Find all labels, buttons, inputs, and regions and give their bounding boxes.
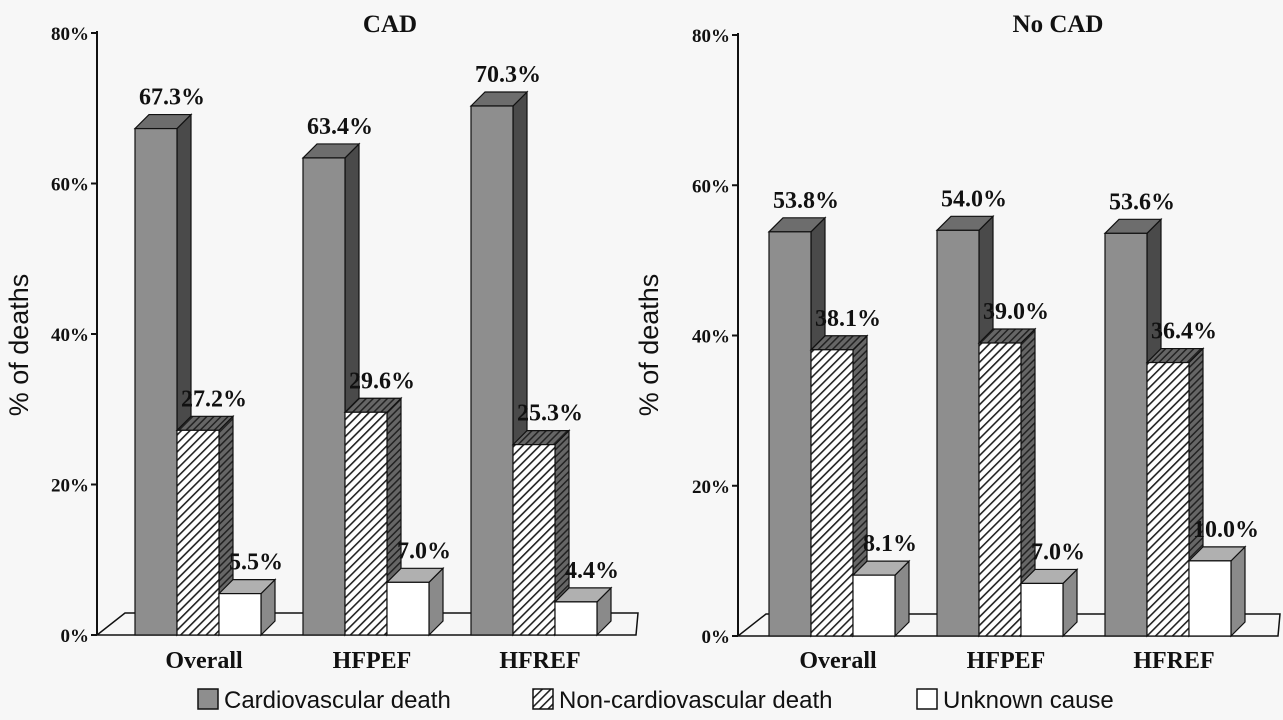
y-tick-label: 60% [51, 175, 89, 196]
bar-non-cardiovascular-hfpef [343, 396, 403, 637]
bar-non-cardiovascular-overall [175, 414, 235, 637]
y-tick-label: 80% [51, 24, 89, 45]
data-label: 53.6% [1109, 189, 1175, 215]
y-tick-label: 40% [692, 327, 730, 348]
legend-swatch-non-cardiovascular [532, 688, 554, 710]
x-tick-label: Overall [799, 648, 877, 674]
data-label: 70.3% [475, 62, 541, 88]
data-label: 29.6% [349, 368, 415, 394]
y-axis-label: % of deaths [4, 274, 34, 417]
panel-cad: 0% 20% 40% 60% 80% % of deaths CAD 67.3% 27.2% 5.… [4, 11, 639, 674]
data-label: 25.3% [517, 401, 583, 427]
data-label: 39.0% [983, 299, 1049, 325]
y-tick-label: 80% [692, 26, 730, 47]
data-label: 63.4% [307, 114, 373, 140]
x-tick-label: HFREF [499, 648, 580, 674]
data-label: 5.5% [229, 550, 283, 576]
data-label: 67.3% [139, 85, 205, 111]
x-tick-label: Overall [165, 648, 243, 674]
data-label: 4.4% [565, 558, 619, 584]
y-tick-label: 60% [692, 176, 730, 197]
x-tick-label: HFPEF [333, 648, 412, 674]
y-tick-label: 40% [51, 325, 89, 346]
panel-no-cad: 0% 20% 40% 60% 80% % of deaths No CAD 53.8% 38.1… [634, 11, 1281, 674]
legend-label-unknown: Unknown cause [943, 687, 1114, 714]
legend: Cardiovascular death Non-cardiovascular … [197, 687, 1114, 714]
y-axis-label: % of deaths [634, 274, 664, 417]
data-label: 38.1% [815, 306, 881, 332]
chart-floor [94, 612, 639, 636]
bar-unknown-hfpef [385, 566, 445, 637]
chart-title: No CAD [1013, 11, 1104, 38]
data-label: 36.4% [1151, 319, 1217, 345]
data-label: 7.0% [1031, 539, 1085, 565]
bar-unknown-hfref [553, 586, 613, 637]
chart-title: CAD [363, 11, 417, 38]
data-label: 27.2% [181, 386, 247, 412]
data-label: 7.0% [397, 538, 451, 564]
legend-swatch-unknown [916, 688, 938, 710]
data-label: 10.0% [1193, 517, 1259, 543]
bar-non-cardiovascular-hfref [511, 429, 571, 637]
y-tick-label: 20% [51, 476, 89, 497]
x-tick-label: HFREF [1133, 648, 1214, 674]
bar-unknown-hfref [1187, 545, 1247, 638]
x-tick-label: HFPEF [967, 648, 1046, 674]
data-label: 8.1% [863, 531, 917, 557]
legend-label-non-cardiovascular: Non-cardiovascular death [559, 687, 832, 714]
data-label: 53.8% [773, 188, 839, 214]
data-label: 54.0% [941, 186, 1007, 212]
y-tick-label: 0% [702, 627, 731, 648]
legend-label-cardiovascular: Cardiovascular death [224, 687, 451, 714]
bar-non-cardiovascular-overall [809, 334, 869, 638]
y-tick-label: 20% [692, 477, 730, 498]
bar-cardiovascular-hfpef [301, 142, 361, 637]
bar-non-cardiovascular-hfpef [977, 327, 1037, 638]
bar-unknown-hfpef [1019, 567, 1079, 638]
bar-unknown-overall [217, 578, 277, 637]
y-tick-label: 0% [61, 626, 90, 647]
chart-floor [735, 613, 1281, 637]
legend-swatch-cardiovascular [197, 688, 219, 710]
bar-unknown-overall [851, 559, 911, 638]
